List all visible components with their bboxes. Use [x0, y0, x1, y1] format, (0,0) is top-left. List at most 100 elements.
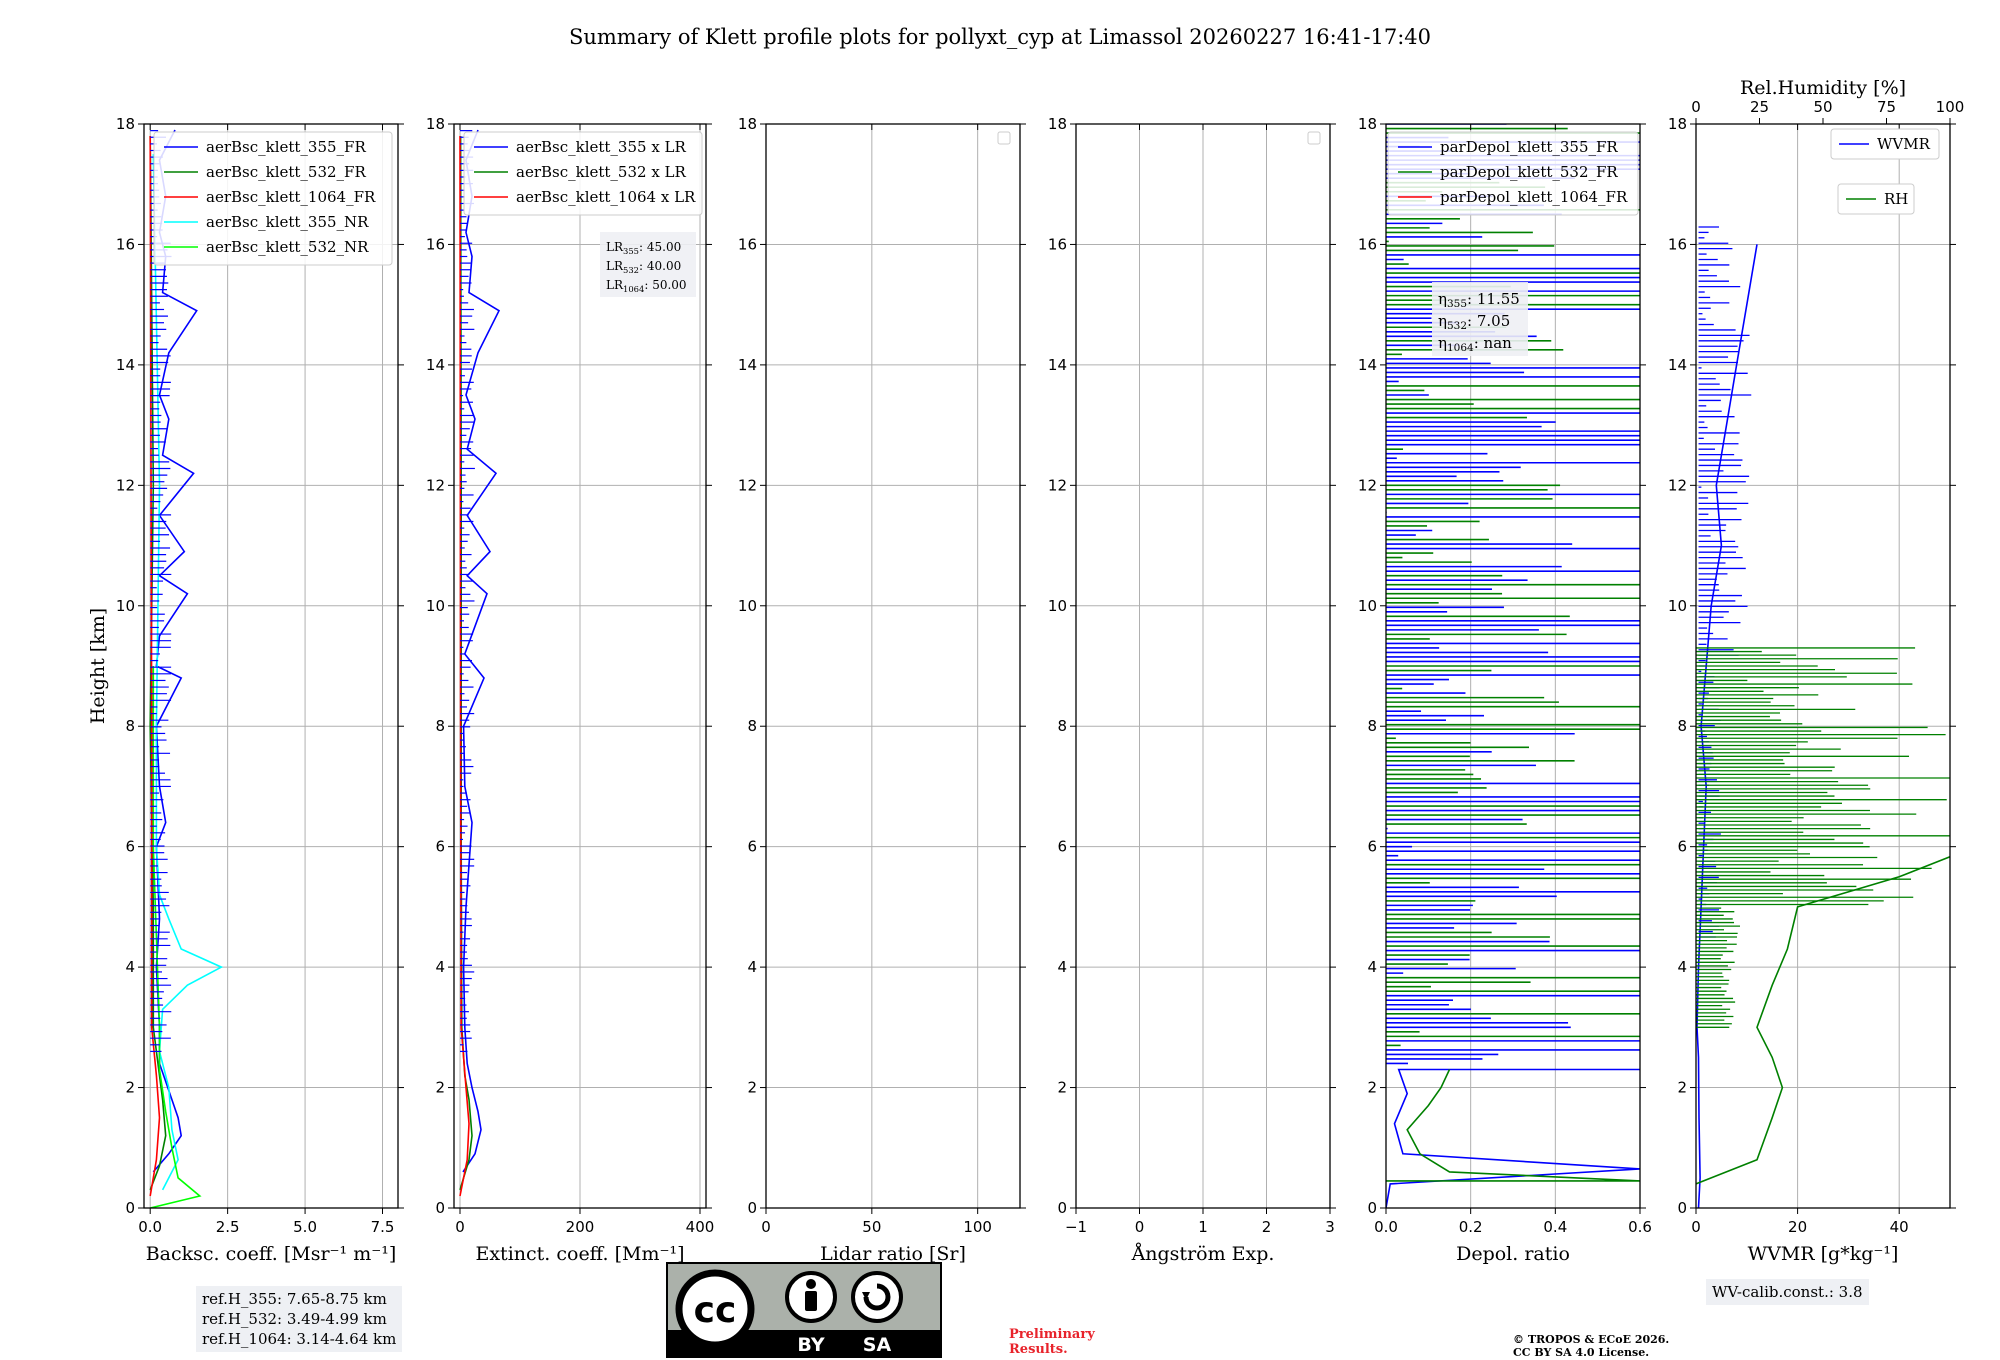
- legend-entry: aerBsc_klett_1064 x LR: [516, 188, 696, 206]
- x-tick-label: 2.5: [216, 1218, 240, 1236]
- legend-entry: WVMR: [1877, 135, 1931, 153]
- panel-backscatter: 0.0 2.5 5.0 7.5 0 2 4 6 8 10 12 14 16 18 Backsc. coeff…: [116, 115, 404, 1265]
- y-tick-label: 4: [1677, 958, 1687, 976]
- x-tick-label: 1: [1198, 1218, 1208, 1236]
- x-tick-label: 5.0: [293, 1218, 317, 1236]
- y-tick-label: 18: [1048, 115, 1067, 133]
- x-axis-label: Depol. ratio: [1456, 1243, 1570, 1265]
- y-tick-label: 8: [747, 717, 757, 735]
- x-tick-label: 0: [455, 1218, 465, 1236]
- top-x-tick-label: 50: [1813, 98, 1832, 116]
- series-line-aerBsc_klett_1064_FR: [149, 135, 161, 1197]
- series-group: [149, 129, 224, 1208]
- y-tick-label: 2: [747, 1079, 757, 1097]
- wv-calib-box: WV-calib.const.: 3.8: [1706, 1279, 1869, 1305]
- info-line: η355: 11.55: [1438, 290, 1520, 310]
- y-tick-label: 8: [435, 717, 445, 735]
- y-tick-label: 14: [1358, 356, 1377, 374]
- x-axis-label: WVMR [g*kg⁻¹]: [1748, 1243, 1899, 1265]
- x-tick-label: −1: [1065, 1218, 1087, 1236]
- legend-entry: parDepol_klett_532_FR: [1440, 163, 1618, 181]
- info-box: [1432, 282, 1528, 356]
- axes-frame: [1385, 123, 1641, 1209]
- x-tick-label: 20: [1788, 1218, 1807, 1236]
- info-line: LR532: 40.00: [606, 259, 681, 275]
- x-tick-label: 2: [1262, 1218, 1272, 1236]
- ref-height-1064: ref.H_1064: 3.14-4.64 km: [202, 1330, 397, 1348]
- x-tick-label: 40: [1890, 1218, 1909, 1236]
- y-tick-label: 16: [1358, 235, 1377, 253]
- panel-depolarization: 0.0 0.2 0.4 0.6 0 2 4 6 8 10 12 14 16 18 Depol. ratio p…: [1358, 115, 1652, 1265]
- x-tick-label: 0.0: [1374, 1218, 1398, 1236]
- top-x-tick-label: 100: [1936, 98, 1965, 116]
- cc-by-label: BY: [797, 1334, 824, 1356]
- y-tick-label: 0: [1677, 1199, 1687, 1217]
- y-tick-label: 6: [1057, 838, 1067, 856]
- y-tick-label: 10: [1048, 597, 1067, 615]
- x-tick-label: 100: [963, 1218, 992, 1236]
- series-line-parDepol_klett_532_FR: [1386, 1069, 1640, 1182]
- x-tick-label: 0.2: [1459, 1218, 1483, 1236]
- legend-entry: aerBsc_klett_532_NR: [206, 238, 369, 256]
- y-tick-label: 12: [1668, 476, 1687, 494]
- y-tick-label: 18: [426, 115, 445, 133]
- legend-entry: RH: [1884, 190, 1908, 208]
- y-tick-label: 4: [747, 958, 757, 976]
- y-tick-label: 12: [426, 476, 445, 494]
- y-tick-label: 6: [1677, 838, 1687, 856]
- cc-text: cc: [694, 1290, 737, 1331]
- axes-frame: [143, 123, 399, 1209]
- y-tick-label: 0: [125, 1199, 135, 1217]
- y-tick-label: 6: [1367, 838, 1377, 856]
- x-tick-label: 0: [1691, 1218, 1701, 1236]
- panel-water-vapor: 0 20 40 0 2 4 6 8 10 12 14 16 18 WVMR [g*kg⁻¹] 0 25 50 75…: [1668, 77, 1965, 1265]
- info-line: η532: 7.05: [1438, 312, 1510, 332]
- x-tick-label: 200: [566, 1218, 595, 1236]
- legend-entry: aerBsc_klett_355 x LR: [516, 138, 687, 156]
- x-axis-label: Extinct. coeff. [Mm⁻¹]: [475, 1243, 684, 1265]
- y-tick-label: 8: [1057, 717, 1067, 735]
- x-axis-label: Backsc. coeff. [Msr⁻¹ m⁻¹]: [146, 1243, 397, 1265]
- y-tick-label: 18: [1358, 115, 1377, 133]
- x-tick-label: 0.4: [1543, 1218, 1567, 1236]
- y-tick-label: 14: [738, 356, 757, 374]
- top-x-tick-label: 25: [1750, 98, 1769, 116]
- series-line-aerBsc_klett_1064 x LR: [459, 135, 470, 1197]
- panel-lidar-ratio: 0 50 100 0 2 4 6 8 10 12 14 16 18 Lidar ratio [Sr]: [738, 115, 1026, 1265]
- legend-box-empty: [997, 131, 1011, 145]
- info-line: η1064: nan: [1438, 334, 1512, 354]
- series-line-parDepol_klett_355_FR: [1386, 1068, 1640, 1208]
- y-tick-label: 18: [1668, 115, 1687, 133]
- x-tick-label: 0: [761, 1218, 771, 1236]
- legend-entry: aerBsc_klett_1064_FR: [206, 188, 376, 206]
- y-tick-label: 2: [1057, 1079, 1067, 1097]
- wv-calib-constant: WV-calib.const.: 3.8: [1712, 1283, 1863, 1301]
- x-tick-label: 0.0: [138, 1218, 162, 1236]
- y-tick-label: 12: [1048, 476, 1067, 494]
- preliminary-line-1: Preliminary: [1009, 1327, 1095, 1342]
- copyright-note: © TROPOS & ECoE 2026. CC BY SA 4.0 Licen…: [1513, 1333, 1669, 1359]
- legend-entry: aerBsc_klett_355_FR: [206, 138, 366, 156]
- y-tick-label: 14: [1048, 356, 1067, 374]
- y-tick-label: 16: [1668, 235, 1687, 253]
- series-group: [1696, 226, 1950, 1208]
- axes-frame: [765, 123, 1021, 1209]
- y-tick-label: 0: [1367, 1199, 1377, 1217]
- x-tick-label: 400: [686, 1218, 715, 1236]
- top-x-axis-label: Rel.Humidity [%]: [1740, 77, 1906, 99]
- legend-box: [1830, 128, 1940, 160]
- info-box: [600, 232, 696, 297]
- legend-entry: parDepol_klett_355_FR: [1440, 138, 1618, 156]
- y-tick-label: 4: [435, 958, 445, 976]
- y-tick-label: 8: [125, 717, 135, 735]
- y-tick-label: 18: [116, 115, 135, 133]
- legend-box: [463, 131, 703, 216]
- y-tick-label: 4: [125, 958, 135, 976]
- copyright-line-1: © TROPOS & ECoE 2026.: [1513, 1333, 1670, 1346]
- copyright-line-2: CC BY SA 4.0 License.: [1513, 1346, 1650, 1359]
- legend-box: [1387, 131, 1639, 216]
- y-tick-label: 2: [125, 1079, 135, 1097]
- legend-entry: parDepol_klett_1064_FR: [1440, 188, 1628, 206]
- y-tick-label: 2: [1367, 1079, 1377, 1097]
- info-line: LR355: 45.00: [606, 240, 681, 256]
